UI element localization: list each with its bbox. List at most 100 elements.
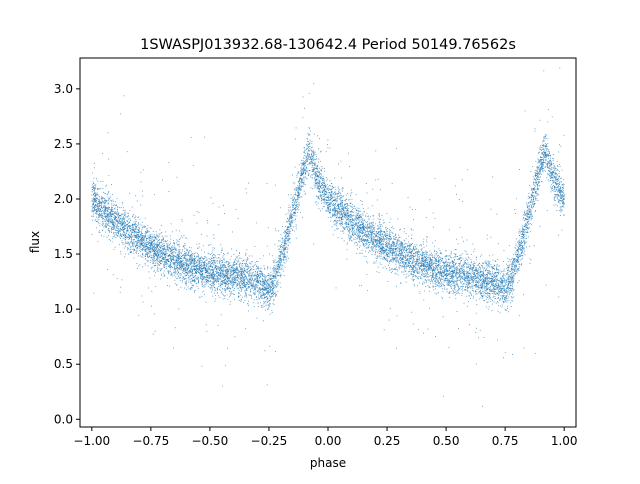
data-point <box>386 242 388 244</box>
data-point <box>142 247 144 249</box>
data-point <box>355 212 357 214</box>
data-point <box>185 262 187 264</box>
data-point <box>502 270 504 272</box>
data-point <box>132 245 134 247</box>
data-point <box>385 234 387 236</box>
data-point <box>199 246 201 248</box>
data-point <box>251 286 253 288</box>
data-point <box>330 193 332 195</box>
data-point <box>493 272 495 274</box>
data-point <box>378 241 380 243</box>
data-point <box>374 236 376 238</box>
data-point <box>385 249 387 251</box>
data-point <box>121 279 123 281</box>
data-point <box>158 253 159 255</box>
data-point <box>496 268 498 269</box>
data-point <box>530 206 532 208</box>
data-point <box>236 256 238 258</box>
data-point <box>300 168 302 170</box>
data-point <box>553 204 555 206</box>
data-point <box>422 268 424 270</box>
data-point <box>368 244 370 246</box>
data-point <box>102 201 103 203</box>
data-point <box>282 245 284 247</box>
data-point <box>356 223 357 225</box>
data-point <box>502 297 503 299</box>
data-point <box>206 235 208 237</box>
data-point <box>295 187 297 189</box>
data-point <box>389 254 391 256</box>
data-point <box>172 248 174 250</box>
data-point <box>166 235 168 237</box>
data-point <box>280 273 282 275</box>
data-point <box>419 266 421 268</box>
data-point <box>167 263 169 265</box>
data-point <box>407 252 409 253</box>
data-point <box>360 236 361 237</box>
data-point <box>329 213 331 215</box>
data-point <box>173 256 175 258</box>
data-point <box>149 236 151 238</box>
data-point <box>334 220 336 222</box>
data-point <box>199 268 201 270</box>
data-point <box>226 267 227 269</box>
data-point <box>397 251 399 253</box>
data-point <box>316 158 318 160</box>
data-point <box>452 277 454 279</box>
data-point <box>365 250 367 252</box>
data-point <box>191 258 193 260</box>
data-point <box>336 199 338 201</box>
data-point <box>403 247 405 249</box>
data-point <box>497 289 499 291</box>
data-point <box>187 263 189 265</box>
data-point <box>154 263 156 265</box>
data-point <box>107 193 109 195</box>
data-point <box>326 187 328 189</box>
data-point <box>101 204 103 206</box>
data-point <box>145 258 146 260</box>
data-point <box>97 209 99 211</box>
data-point <box>161 251 162 253</box>
data-point <box>296 204 297 206</box>
data-point <box>262 292 264 293</box>
data-point <box>445 265 447 267</box>
data-point <box>341 211 342 213</box>
data-point <box>372 250 374 252</box>
data-point <box>192 269 193 271</box>
data-point <box>342 213 344 215</box>
data-point <box>309 156 311 158</box>
data-point <box>189 250 190 252</box>
data-point <box>358 215 360 217</box>
data-point <box>424 260 426 262</box>
data-point <box>113 227 115 229</box>
data-point <box>504 296 506 298</box>
data-point <box>180 286 182 288</box>
data-point <box>320 176 322 178</box>
data-point <box>228 284 230 286</box>
data-point <box>517 261 519 263</box>
data-point <box>233 267 235 269</box>
data-point <box>509 270 511 272</box>
data-point <box>312 174 314 176</box>
data-point <box>436 262 437 264</box>
data-point <box>435 288 436 290</box>
data-point <box>521 240 522 242</box>
data-point <box>442 276 444 277</box>
data-point <box>302 172 304 174</box>
data-point <box>343 207 345 209</box>
data-point <box>519 263 520 265</box>
data-point <box>345 221 347 223</box>
data-point <box>346 198 348 200</box>
data-point <box>489 270 491 272</box>
data-point <box>292 199 293 201</box>
data-point <box>559 199 561 201</box>
data-point <box>298 206 299 208</box>
data-point <box>135 236 137 238</box>
data-point <box>135 221 137 223</box>
data-point <box>311 140 313 142</box>
data-point <box>535 209 536 211</box>
data-point <box>334 220 336 221</box>
data-point <box>101 202 103 204</box>
data-point <box>132 249 134 250</box>
data-point <box>280 286 282 288</box>
